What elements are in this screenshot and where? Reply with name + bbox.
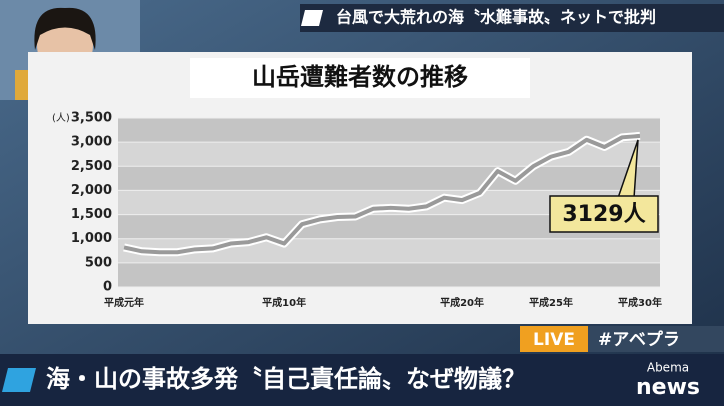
hashtag: #アベプラ xyxy=(598,329,680,350)
headline-icon xyxy=(301,10,323,26)
x-tick-label: 平成20年 xyxy=(440,296,484,309)
y-unit: (人) xyxy=(52,112,70,124)
logo-top: Abema xyxy=(647,361,689,375)
x-tick-label: 平成25年 xyxy=(529,296,573,309)
headline: 台風で大荒れの海〝水難事故〟ネットで批判 xyxy=(336,8,656,27)
live: LIVE xyxy=(533,330,575,350)
x-tick-label: 平成30年 xyxy=(618,296,662,309)
live-box xyxy=(520,326,588,352)
y-tick-label: 1,500 xyxy=(71,207,112,222)
x-tick-label: 平成10年 xyxy=(262,296,306,309)
value-label: 3129人 xyxy=(562,202,645,227)
grid-band xyxy=(118,166,660,191)
y-tick-label: 1,000 xyxy=(71,231,112,246)
grid-band xyxy=(118,118,660,143)
title-box xyxy=(190,58,530,98)
y-tick-label: 3,000 xyxy=(71,135,112,150)
caption-bar xyxy=(0,354,724,406)
logo-bottom: news xyxy=(636,375,700,400)
callout-box xyxy=(549,195,659,233)
y-tick-label: 2,500 xyxy=(71,159,112,174)
caption-icon xyxy=(2,368,36,392)
headline-bar xyxy=(300,4,724,32)
y-tick-label: 500 xyxy=(85,255,112,270)
line xyxy=(123,133,641,255)
hashtag-box xyxy=(588,326,724,352)
y-tick-label: 0 xyxy=(103,280,112,295)
plot: 0 500 1,000 1,500 2,000 2,500 3,000 3,500 平成元年 平成… xyxy=(71,111,662,310)
chart-title: 山岳遭難者数の推移 xyxy=(252,63,468,91)
caption: 海・山の事故多発〝自己責任論〟なぜ物議？ xyxy=(46,365,526,393)
grid-band xyxy=(118,262,660,287)
x-tick-label: 平成元年 xyxy=(104,296,144,309)
y-tick-label: 2,000 xyxy=(71,183,112,198)
y-tick-label: 3,500 xyxy=(71,111,112,126)
